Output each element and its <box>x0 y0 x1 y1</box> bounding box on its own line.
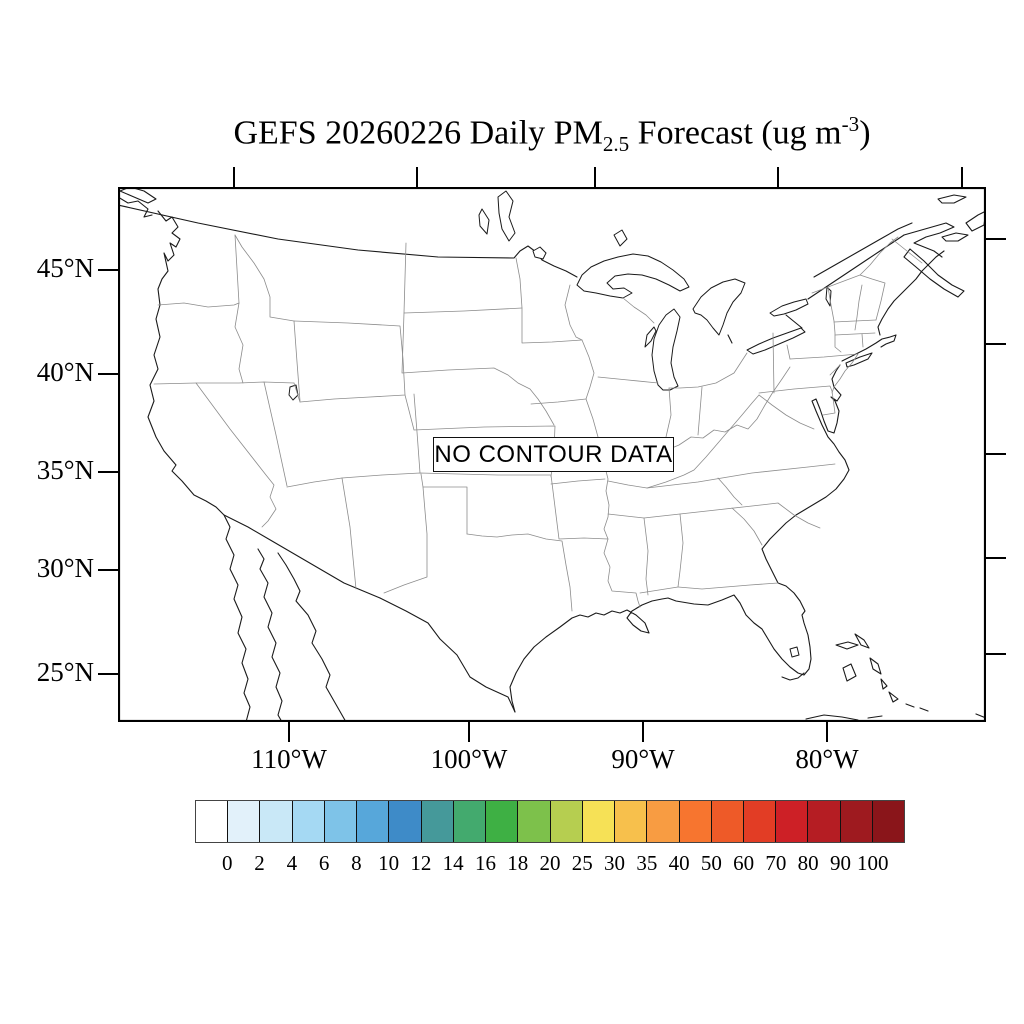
colorbar-cell <box>518 801 551 842</box>
lat-tick-label: 45°N <box>36 253 94 283</box>
title-middle: Forecast (ug m <box>629 114 842 152</box>
colorbar-cell <box>421 801 454 842</box>
colorbar-level-label: 35 <box>636 851 658 875</box>
lon-tick-label: 100°W <box>430 744 508 774</box>
lat-tick <box>98 673 118 675</box>
no-contour-data-text: NO CONTOUR DATA <box>434 440 673 468</box>
colorbar-level-label: 25 <box>571 851 593 875</box>
map-area <box>118 187 986 722</box>
map-frame <box>118 187 986 722</box>
colorbar-level-label: 12 <box>410 851 432 875</box>
lat-tick-label: 40°N <box>36 357 94 387</box>
colorbar-cell <box>260 801 293 842</box>
top-tick <box>416 167 418 187</box>
colorbar <box>195 800 905 843</box>
colorbar-cell <box>389 801 422 842</box>
lat-tick <box>98 373 118 375</box>
lat-tick <box>98 569 118 571</box>
colorbar-level-label: 30 <box>604 851 626 875</box>
colorbar-level-label: 0 <box>222 851 233 875</box>
us-map <box>118 187 986 722</box>
top-tick <box>233 167 235 187</box>
title-prefix: GEFS 20260226 Daily PM <box>233 114 603 152</box>
pacific-coast-and-mexico <box>118 187 516 722</box>
right-tick <box>986 653 1006 655</box>
top-tick <box>961 167 963 187</box>
right-tick <box>986 453 1006 455</box>
colorbar-cell <box>196 801 229 842</box>
colorbar-level-label: 18 <box>507 851 529 875</box>
lon-tick-label: 80°W <box>795 744 859 774</box>
gulf-atlantic-coast <box>509 250 945 713</box>
colorbar-cell <box>615 801 648 842</box>
colorbar-level-label: 50 <box>700 851 722 875</box>
colorbar-level-label: 8 <box>351 851 362 875</box>
colorbar-cell <box>292 801 325 842</box>
no-contour-data-badge: NO CONTOUR DATA <box>433 437 674 472</box>
canada-border-lines <box>118 204 803 344</box>
lat-tick-label: 35°N <box>36 455 94 485</box>
lat-tick <box>98 269 118 271</box>
colorbar-cell <box>357 801 390 842</box>
plot-title: GEFS 20260226 Daily PM2.5 Forecast (ug m… <box>118 112 986 157</box>
colorbar-cell <box>647 801 680 842</box>
colorbar-cell <box>872 801 905 842</box>
lon-tick <box>468 722 470 742</box>
lat-tick-label: 30°N <box>36 553 94 583</box>
title-subscript: 2.5 <box>602 132 630 157</box>
title-suffix: ) <box>859 114 871 152</box>
colorbar-cell <box>324 801 358 842</box>
colorbar-level-label: 14 <box>442 851 464 875</box>
lon-tick <box>288 722 290 742</box>
colorbar-cell <box>228 801 261 842</box>
colorbar-cell <box>711 801 744 842</box>
lon-tick <box>826 722 828 742</box>
colorbar-cell <box>453 801 487 842</box>
state-borders <box>153 234 923 612</box>
colorbar-level-label: 100 <box>856 851 889 875</box>
right-tick <box>986 343 1006 345</box>
lon-tick-label: 90°W <box>611 744 675 774</box>
top-tick <box>777 167 779 187</box>
colorbar-cell <box>486 801 519 842</box>
top-tick <box>594 167 596 187</box>
title-superscript: -3 <box>841 112 860 136</box>
colorbar-level-label: 20 <box>539 851 561 875</box>
islands-bahamas-cuba <box>781 633 986 721</box>
colorbar-level-label: 10 <box>378 851 400 875</box>
colorbar-level-label: 2 <box>254 851 265 875</box>
colorbar-level-label: 70 <box>765 851 787 875</box>
colorbar-level-label: 60 <box>733 851 755 875</box>
colorbar-cell <box>743 801 777 842</box>
colorbar-cell <box>582 801 616 842</box>
right-tick <box>986 557 1006 559</box>
right-tick <box>986 238 1006 240</box>
colorbar-cell <box>776 801 809 842</box>
colorbar-cell <box>550 801 583 842</box>
colorbar-level-label: 6 <box>318 851 330 875</box>
colorbar-cell <box>679 801 712 842</box>
colorbar-level-label: 80 <box>797 851 819 875</box>
lon-tick-label: 110°W <box>251 744 327 774</box>
lon-tick <box>642 722 644 742</box>
great-lakes <box>288 190 832 658</box>
colorbar-cell <box>840 801 873 842</box>
colorbar-cell <box>808 801 841 842</box>
colorbar-level-label: 4 <box>286 851 298 875</box>
lat-tick <box>98 471 118 473</box>
colorbar-level-label: 90 <box>829 851 851 875</box>
colorbar-level-label: 40 <box>668 851 690 875</box>
lat-tick-label: 25°N <box>36 657 94 687</box>
colorbar-level-label: 16 <box>474 851 496 875</box>
canada-east-coast <box>807 194 986 300</box>
